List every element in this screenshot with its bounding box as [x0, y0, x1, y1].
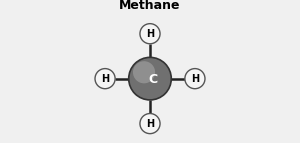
Circle shape — [133, 61, 155, 83]
Text: Methane: Methane — [119, 0, 181, 12]
Circle shape — [95, 69, 115, 89]
Text: C: C — [148, 73, 158, 86]
Text: H: H — [191, 74, 199, 84]
Text: H: H — [146, 119, 154, 129]
Text: H: H — [146, 29, 154, 39]
Circle shape — [140, 114, 160, 134]
Text: H: H — [101, 74, 109, 84]
Circle shape — [129, 57, 171, 100]
Circle shape — [185, 69, 205, 89]
Circle shape — [140, 24, 160, 44]
